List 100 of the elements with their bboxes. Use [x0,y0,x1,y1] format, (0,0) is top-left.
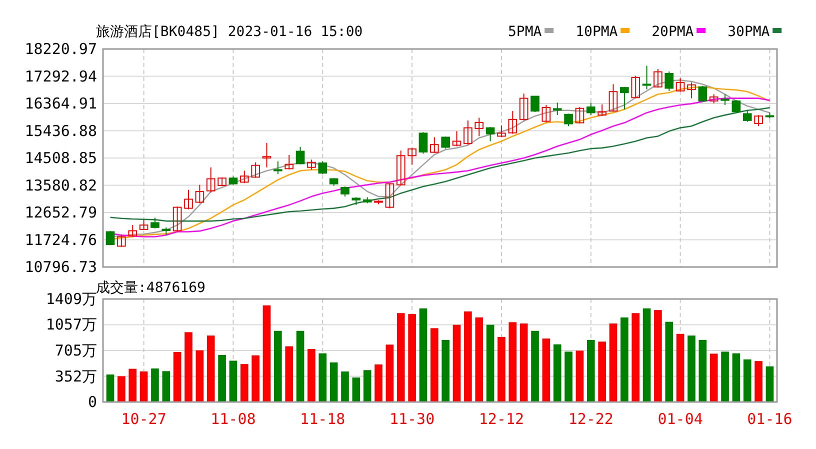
bar [285,346,294,402]
bar [408,314,416,402]
bar [732,353,740,402]
bar [262,305,271,402]
bar [318,353,327,402]
y-tick-label: 16364.91 [24,94,97,112]
candlestick [139,220,148,231]
y-tick-label: 12652.79 [24,204,97,222]
bar [229,360,238,402]
bar [430,328,438,402]
bar [218,354,226,402]
candlestick [274,160,282,175]
candlestick [552,102,562,116]
y-tick-label: 0 [88,393,97,411]
bar [206,336,215,402]
candlestick [128,224,138,238]
candlestick [754,114,763,127]
candlestick [184,189,193,210]
bar [162,371,170,402]
candlestick [654,68,662,88]
bar [106,374,114,402]
bar [642,308,651,402]
candlestick [486,126,495,142]
bar [118,376,126,402]
bar [151,368,159,402]
candlestick [497,124,506,138]
bar [586,340,595,402]
legend-label: 10PMA [576,24,618,40]
candlestick [732,99,741,114]
y-tick-label: 352万 [54,367,97,386]
x-tick-label: 12-22 [568,410,614,428]
bar [386,344,394,402]
bar [498,336,506,402]
candlestick [698,85,708,102]
bar [196,350,204,402]
candlestick [720,94,730,106]
candlestick [418,132,428,154]
candlestick [474,117,484,137]
bar [688,336,696,402]
bar [128,368,137,402]
candlestick [307,159,316,170]
bar [486,324,494,402]
bar [274,330,282,402]
x-tick-label: 11-08 [210,410,256,428]
x-tick-label: 11-18 [300,410,346,428]
bar [654,310,662,402]
x-tick-label: 01-16 [747,410,792,428]
candlestick [676,78,685,92]
y-tick-label: 705万 [54,341,97,360]
x-tick-label: 10-27 [121,410,166,428]
bar [330,362,338,402]
candlestick [687,82,696,99]
candlestick [664,70,674,92]
candlestick [318,160,328,175]
candlestick [598,104,606,117]
bar [173,352,182,402]
bar [140,371,148,402]
candlestick [620,86,629,110]
y-tick-label: 1409万 [46,290,97,308]
bar [632,313,640,402]
candlestick [608,84,618,112]
bar [508,322,517,402]
candlestick [251,162,260,178]
x-tick-label: 12-12 [478,410,524,428]
bar [252,355,260,402]
candlestick [106,230,115,246]
candlestick [564,113,573,127]
legend-label: 5PMA [508,24,542,40]
bar [363,370,372,402]
candlestick [262,142,272,168]
y-tick-label: 15436.88 [24,122,97,140]
bar [452,324,461,402]
y-tick-label: 14508.85 [24,149,97,167]
bar [598,342,606,402]
bar [240,364,248,402]
candlestick [586,102,596,116]
bar [665,322,674,402]
candlestick [430,136,439,154]
bar [564,352,572,402]
candlestick [519,93,528,121]
y-tick-label: 11724.76 [24,230,97,249]
bar [442,340,450,402]
candlestick [396,150,406,186]
candlestick [240,170,249,184]
candlestick [542,104,551,123]
candlestick [284,154,294,170]
candlestick [530,95,540,113]
candlestick [452,130,462,147]
bar [352,378,360,402]
candlestick [117,234,126,248]
bar [475,317,484,402]
bar [576,350,584,402]
bar [743,359,752,402]
legend-label: 20PMA [652,24,694,40]
candlestick [385,182,394,209]
candlestick [508,110,518,134]
bar [721,352,729,402]
y-tick-label: 13580.82 [24,176,97,194]
candlestick [172,206,182,232]
bar [296,330,304,402]
